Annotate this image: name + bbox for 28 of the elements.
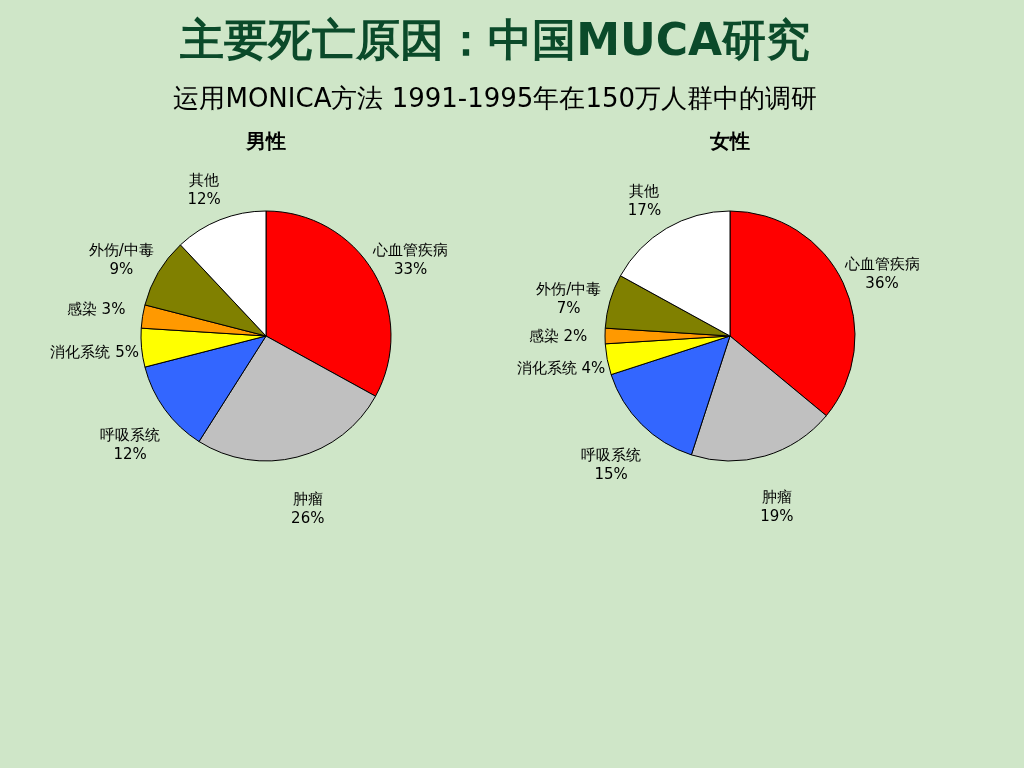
text: 主要死亡原因：中国MUCA研究 bbox=[179, 14, 811, 65]
data-label: 12% bbox=[113, 444, 147, 463]
data-label: 12% bbox=[187, 189, 221, 208]
slice-label: 感染 3% bbox=[66, 300, 126, 319]
slice-label: 其他 bbox=[189, 170, 220, 189]
data-label: 36% bbox=[865, 274, 899, 293]
slice-label: 呼吸系统 bbox=[581, 445, 642, 464]
slice-label: 消化系统 4% bbox=[516, 359, 606, 378]
slice-label: 肿瘤 bbox=[761, 488, 792, 507]
slice-label: 肿瘤 bbox=[292, 489, 323, 508]
chart-title: 女性 bbox=[709, 129, 750, 153]
data-label: 17% bbox=[627, 201, 662, 220]
data-label: 7% bbox=[556, 299, 581, 318]
data-label: 15% bbox=[594, 464, 628, 483]
text: 运用MONICA方法 1991-1995年在150万人群中的调研 bbox=[173, 83, 818, 113]
slice-label: 外伤/中毒 bbox=[536, 280, 602, 299]
data-label: 19% bbox=[760, 507, 794, 526]
data-label: 9% bbox=[109, 260, 134, 279]
data-label: 33% bbox=[393, 260, 428, 279]
slice-label: 外伤/中毒 bbox=[88, 241, 154, 260]
slice-label: 消化系统 5% bbox=[50, 343, 140, 362]
slice-label: 心血管疾病 bbox=[843, 255, 920, 274]
slice-label: 呼吸系统 bbox=[100, 425, 161, 444]
data-label: 26% bbox=[291, 508, 325, 527]
chart-title: 男性 bbox=[245, 129, 286, 153]
slice-label: 感染 2% bbox=[528, 327, 588, 345]
slice-label: 心血管疾病 bbox=[372, 241, 449, 260]
slice-label: 其他 bbox=[629, 182, 660, 201]
